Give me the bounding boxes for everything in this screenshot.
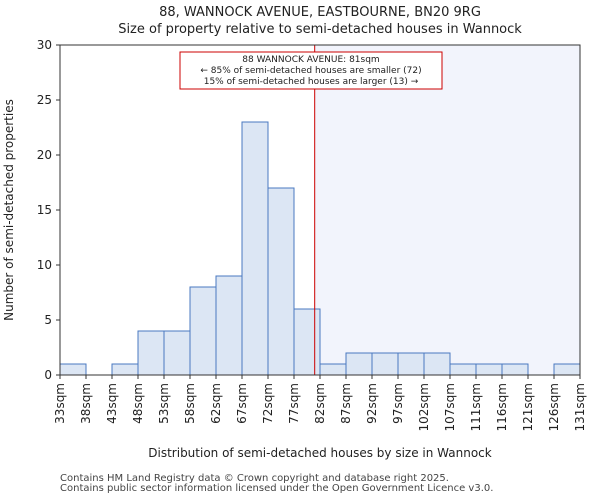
histogram-bar xyxy=(267,187,295,376)
x-tick-label: 48sqm xyxy=(131,383,145,424)
annotation-line-2: ← 85% of semi-detached houses are smalle… xyxy=(200,66,421,76)
histogram-bar xyxy=(189,286,217,376)
histogram-bar xyxy=(371,352,399,376)
x-tick-label: 53sqm xyxy=(157,383,171,424)
x-tick-label: 131sqm xyxy=(573,383,587,431)
x-tick-label: 111sqm xyxy=(469,383,483,431)
x-tick-label: 126sqm xyxy=(547,383,561,431)
histogram-bar xyxy=(397,352,425,376)
x-tick-label: 77sqm xyxy=(287,383,301,424)
x-tick-label: 82sqm xyxy=(313,383,327,424)
larger-properties-region xyxy=(314,45,580,375)
histogram-bar xyxy=(553,363,581,376)
annotation-line-1: 88 WANNOCK AVENUE: 81sqm xyxy=(242,55,379,65)
histogram-bar xyxy=(501,363,529,376)
histogram-bar xyxy=(449,363,477,376)
x-tick-label: 72sqm xyxy=(261,383,275,424)
footer-licence: Contains public sector information licen… xyxy=(60,483,494,494)
histogram-bar xyxy=(215,275,243,376)
histogram-bar xyxy=(319,363,347,376)
histogram-bar xyxy=(111,363,139,376)
chart-title: 88, WANNOCK AVENUE, EASTBOURNE, BN20 9RG xyxy=(159,5,481,20)
x-tick-label: 97sqm xyxy=(391,383,405,424)
annotation-line-3: 15% of semi-detached houses are larger (… xyxy=(204,77,419,87)
x-tick-label: 102sqm xyxy=(417,383,431,431)
x-tick-label: 43sqm xyxy=(105,383,119,424)
y-tick-label: 5 xyxy=(44,313,52,327)
footer-copyright: Contains HM Land Registry data © Crown c… xyxy=(60,473,449,484)
x-tick-label: 38sqm xyxy=(79,383,93,424)
y-tick-label: 20 xyxy=(37,148,52,162)
x-tick-label: 107sqm xyxy=(443,383,457,431)
histogram-bar xyxy=(345,352,373,376)
histogram-bar xyxy=(137,330,165,376)
histogram-chart: 88, WANNOCK AVENUE, EASTBOURNE, BN20 9RG… xyxy=(2,5,587,460)
histogram-bar xyxy=(241,121,269,376)
x-tick-label: 58sqm xyxy=(183,383,197,424)
histogram-bar xyxy=(423,352,451,376)
x-tick-label: 116sqm xyxy=(495,383,509,431)
y-tick-label: 0 xyxy=(44,368,52,382)
x-tick-label: 92sqm xyxy=(365,383,379,424)
x-tick-label: 67sqm xyxy=(235,383,249,424)
x-tick-label: 87sqm xyxy=(339,383,353,424)
histogram-bar xyxy=(163,330,191,376)
chart-subtitle: Size of property relative to semi-detach… xyxy=(118,22,522,37)
y-axis-label: Number of semi-detached properties xyxy=(2,99,16,321)
x-tick-label: 62sqm xyxy=(209,383,223,424)
y-tick-label: 30 xyxy=(37,38,52,52)
y-tick-label: 25 xyxy=(37,93,52,107)
histogram-bar xyxy=(293,308,321,376)
y-tick-label: 10 xyxy=(37,258,52,272)
histogram-bar xyxy=(475,363,503,376)
x-tick-label: 121sqm xyxy=(521,383,535,431)
x-tick-label: 33sqm xyxy=(53,383,67,424)
annotation-box: 88 WANNOCK AVENUE: 81sqm ← 85% of semi-d… xyxy=(179,51,443,90)
y-tick-label: 15 xyxy=(37,203,52,217)
histogram-bar xyxy=(59,363,87,376)
x-axis-label: Distribution of semi-detached houses by … xyxy=(148,446,491,460)
